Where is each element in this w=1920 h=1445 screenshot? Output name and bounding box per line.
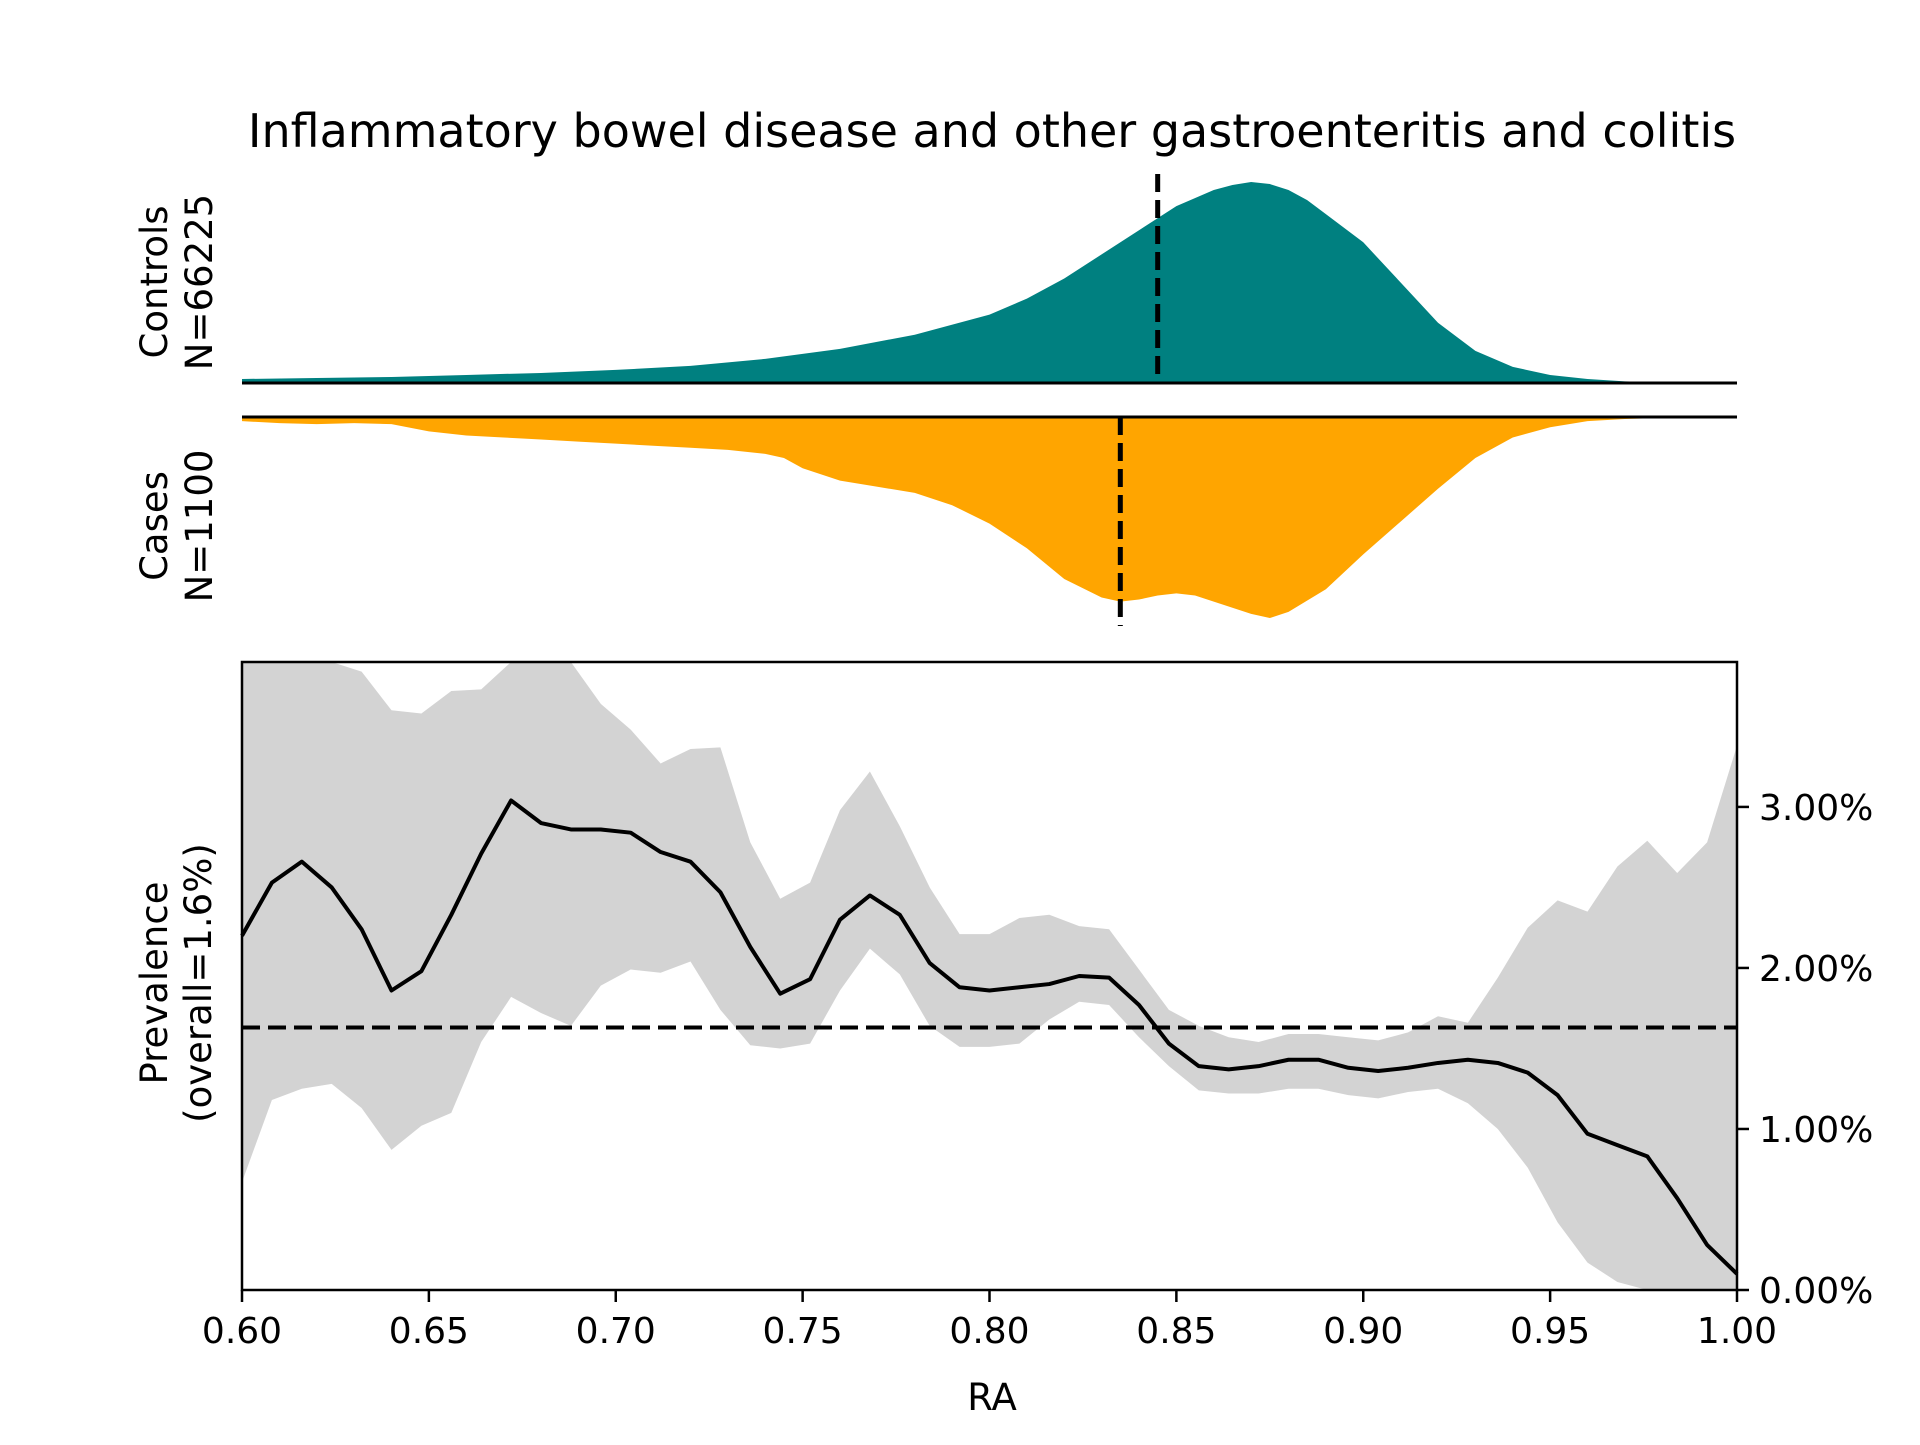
cases-label: Cases [133,471,176,581]
x-axis-label: RA [967,1376,1017,1419]
x-tick-label: 0.90 [1323,1311,1403,1352]
cases-density-area [242,417,1737,618]
controls-density-area [242,182,1737,383]
prevalence-line [240,798,1739,1276]
controls-label: Controls [133,205,176,358]
x-tick-label: 0.70 [576,1311,656,1352]
x-tick-label: 0.65 [389,1311,469,1352]
y-tick-label: 2.00% [1759,949,1873,990]
x-tick-label: 0.85 [1136,1311,1216,1352]
y-tick-label: 1.00% [1759,1110,1873,1151]
x-tick-label: 0.60 [202,1311,282,1352]
chart-title: Inflammatory bowel disease and other gas… [248,104,1736,158]
y-axis-ticks: 0.00% 1.00% 2.00% 3.00% [1737,788,1873,1312]
prevalence-panel: Prevalence (overall=1.6%) 0.60 0.65 0.70 0.… [133,660,1873,1419]
y-tick-label: 3.00% [1759,788,1873,829]
x-axis-ticks: 0.60 0.65 0.70 0.75 0.80 0.85 0.90 0.95 1.00 [202,1290,1777,1352]
y-tick-label: 0.00% [1759,1271,1873,1312]
x-tick-label: 0.75 [763,1311,843,1352]
controls-count-label: N=66225 [178,194,221,370]
prevalence-ci-band [242,662,1737,1290]
cases-count-label: N=1100 [178,450,221,603]
controls-panel: Controls N=66225 [133,174,1737,385]
prevalence-ylabel-overall: (overall=1.6%) [177,843,220,1123]
prevalence-ylabel: Prevalence [133,882,176,1085]
cases-panel: Cases N=1100 [133,415,1737,626]
x-tick-label: 0.80 [949,1311,1029,1352]
x-tick-label: 1.00 [1697,1311,1777,1352]
x-tick-label: 0.95 [1510,1311,1590,1352]
